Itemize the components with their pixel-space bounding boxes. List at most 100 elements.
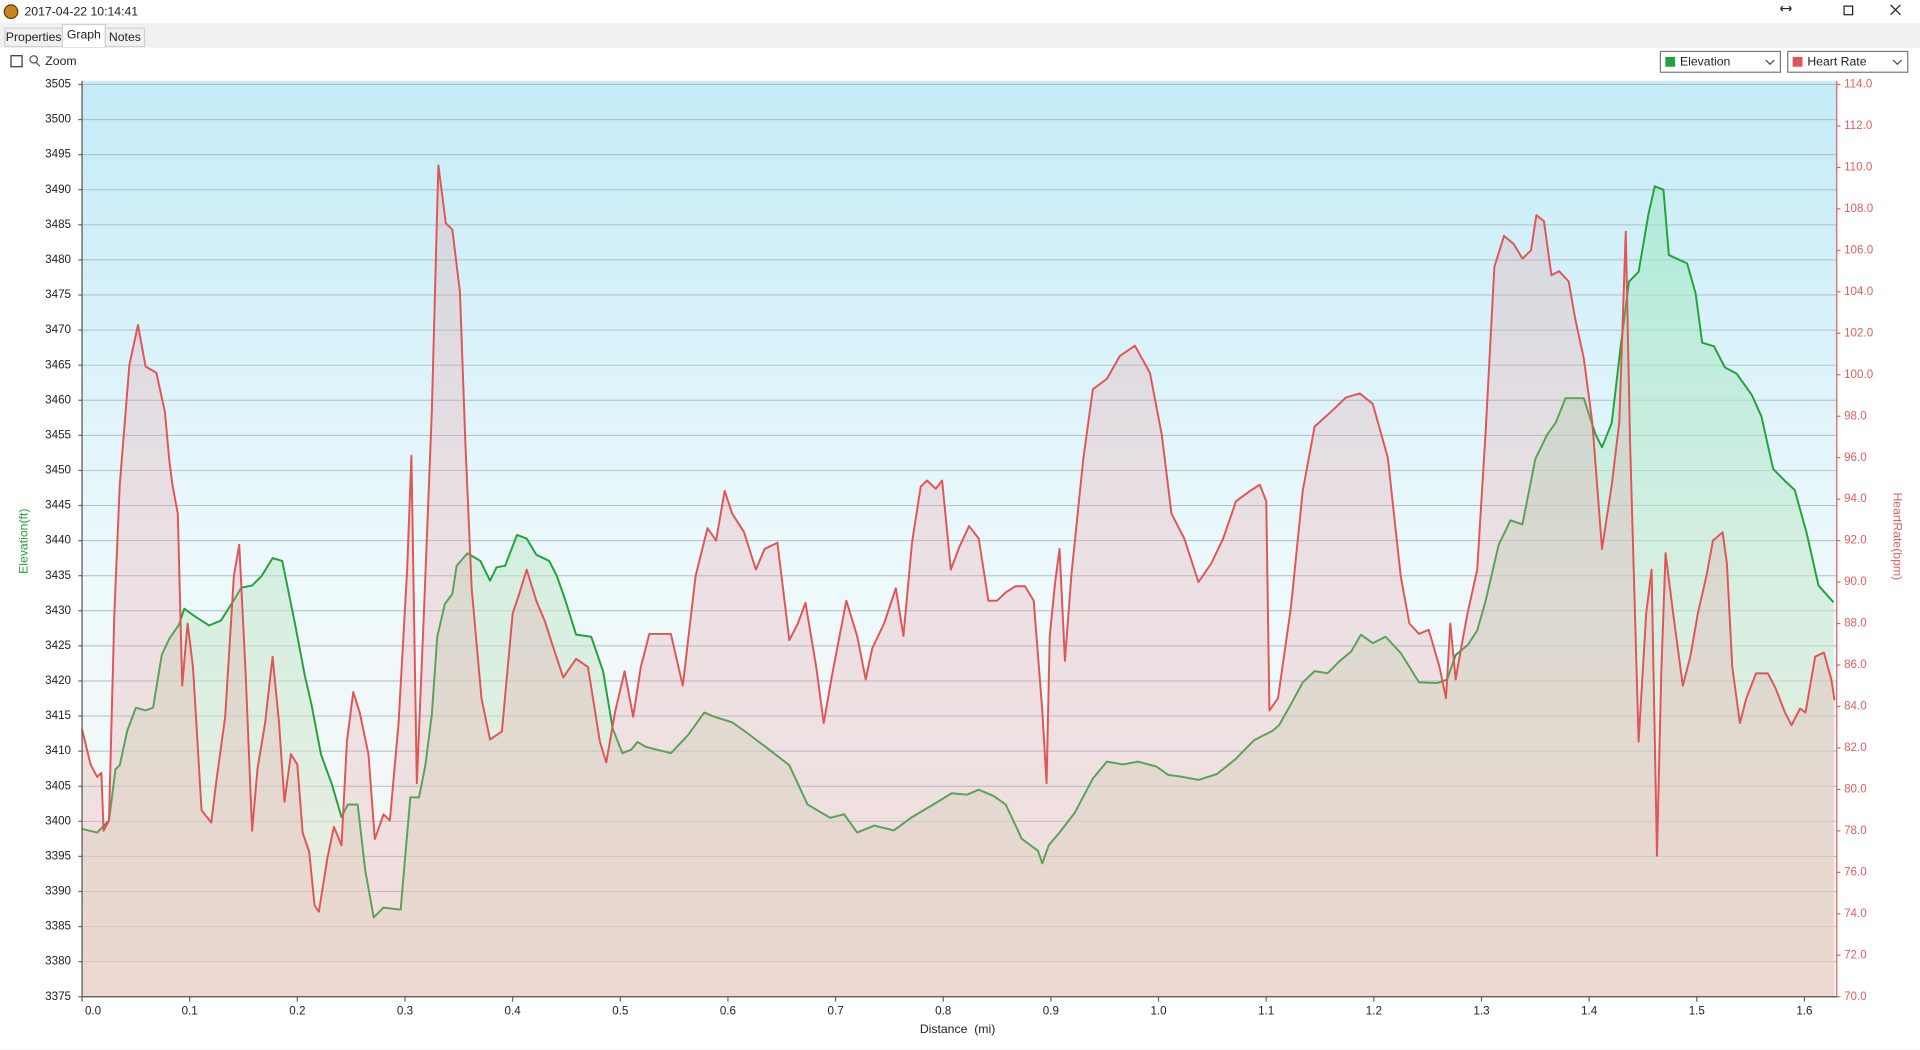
zoom-label[interactable]: Zoom	[45, 54, 76, 68]
y2-tick-label: 84.0	[1844, 700, 1867, 713]
zoom-icon-handle	[35, 62, 41, 67]
y2-tick-label: 92.0	[1844, 534, 1867, 547]
x-tick-label: 0.5	[612, 1005, 628, 1018]
series-line	[81, 164, 1836, 913]
app-icon	[3, 4, 19, 19]
legend: Elevation Heart Rate	[1659, 50, 1909, 73]
y-tick-label: 3420	[45, 674, 71, 687]
y2-tick-label: 70.0	[1844, 990, 1867, 1003]
y-axis-title: Elevation(ft)	[17, 509, 31, 574]
legend-dropdown[interactable]	[1787, 50, 1909, 73]
y-tick-label: 3415	[45, 709, 71, 722]
y2-tick-label: 100.0	[1844, 368, 1874, 381]
y2-tick-label: 86.0	[1844, 658, 1867, 671]
resize-button[interactable]	[1779, 5, 1792, 12]
zoom-icon	[29, 55, 38, 64]
y-tick-label: 3390	[45, 885, 71, 898]
legend-label[interactable]: Heart Rate	[1807, 55, 1866, 69]
y2-tick-label: 114.0	[1844, 78, 1873, 91]
y2-tick-label: 106.0	[1844, 243, 1874, 256]
y-tick-label: 3395	[45, 849, 71, 862]
legend-swatch	[1665, 56, 1676, 67]
x-tick-label: 1.0	[1150, 1005, 1167, 1018]
y2-tick-label: 94.0	[1844, 492, 1867, 505]
y-tick-label: 3490	[45, 183, 71, 196]
y2-tick-label: 76.0	[1844, 865, 1867, 878]
window-controls[interactable]	[1779, 4, 1901, 16]
dropdown-arrow	[1765, 59, 1775, 66]
y-tick-label: 3485	[45, 218, 71, 231]
x-tick-label: 1.1	[1258, 1005, 1274, 1018]
x-tick-label: 1.2	[1366, 1005, 1382, 1018]
series-layer	[81, 164, 1836, 997]
axes: 3375 3380 3385 3390 3395 3400 3405 3410 3415 3420…	[45, 78, 1874, 1018]
y-tick-label: 3475	[45, 288, 71, 301]
y-tick-label: 3400	[45, 814, 71, 827]
title-bar	[0, 0, 1920, 24]
y-tick-label: 3440	[45, 534, 71, 547]
x-tick-label: 1.5	[1689, 1005, 1705, 1018]
y2-tick-label: 72.0	[1844, 948, 1867, 961]
legend-label[interactable]: Elevation	[1680, 55, 1731, 69]
y2-tick-label: 98.0	[1844, 409, 1867, 422]
y2-axis-title: HeartRate(bpm)	[1891, 492, 1905, 580]
y-tick-label: 3380	[45, 955, 71, 968]
y2-tick-label: 82.0	[1844, 741, 1867, 754]
y-tick-label: 3385	[45, 920, 71, 933]
y-tick-label: 3480	[45, 253, 71, 266]
tab-strip	[0, 23, 1920, 48]
y-tick-label: 3460	[45, 393, 71, 406]
x-tick-label: 0.6	[720, 1005, 736, 1018]
x-tick-label: 0.9	[1043, 1005, 1059, 1018]
y2-tick-label: 112.0	[1844, 119, 1873, 132]
y-tick-label: 3445	[45, 499, 71, 512]
y2-tick-label: 78.0	[1844, 824, 1867, 837]
x-tick-label: 0.3	[397, 1005, 413, 1018]
y2-tick-label: 88.0	[1844, 617, 1867, 630]
y2-tick-label: 104.0	[1844, 285, 1874, 298]
x-tick-label: 0.7	[828, 1005, 844, 1018]
y-tick-label: 3465	[45, 358, 71, 371]
x-tick-label: 0.2	[289, 1005, 305, 1018]
restore-button[interactable]	[1843, 5, 1854, 16]
series-area	[82, 165, 1835, 997]
window-title: 2017-04-22 10:14:41	[24, 4, 138, 18]
tab-label[interactable]: Properties	[6, 30, 62, 44]
legend-swatch	[1792, 56, 1803, 67]
legend-dropdown[interactable]	[1659, 50, 1782, 73]
y-tick-label: 3425	[45, 639, 71, 652]
zoom-checkbox[interactable]	[10, 55, 23, 68]
x-tick-label: 0.4	[505, 1005, 522, 1018]
dropdown-arrow	[1892, 59, 1903, 66]
x-tick-label: 1.6	[1796, 1005, 1812, 1018]
x-axis-title: Distance (mi)	[920, 1022, 995, 1036]
y2-tick-label: 110.0	[1844, 160, 1873, 173]
tab[interactable]	[104, 27, 146, 48]
y-tick-label: 3435	[45, 569, 71, 582]
series-area	[82, 186, 1834, 997]
y2-tick-label: 74.0	[1844, 907, 1867, 920]
y-tick-label: 3405	[45, 779, 71, 792]
y2-tick-label: 80.0	[1844, 782, 1867, 795]
series-line	[81, 185, 1835, 919]
x-tick-label: 1.3	[1473, 1005, 1489, 1018]
x-tick-label: 0.1	[182, 1005, 198, 1018]
x-tick-label: 0.8	[935, 1005, 951, 1018]
y-tick-label: 3450	[45, 464, 71, 477]
y-tick-label: 3500	[45, 113, 71, 126]
y-tick-label: 3430	[45, 604, 71, 617]
x-tick-label: 1.4	[1581, 1005, 1598, 1018]
y-tick-label: 3470	[45, 323, 71, 336]
y-tick-label: 3495	[45, 148, 71, 161]
y-tick-label: 3455	[45, 428, 71, 441]
y2-tick-label: 108.0	[1844, 202, 1874, 215]
tab-label[interactable]: Notes	[109, 30, 141, 44]
tab-label[interactable]: Graph	[67, 28, 101, 42]
close-button[interactable]	[1890, 4, 1901, 16]
y2-tick-label: 96.0	[1844, 451, 1867, 464]
y-tick-label: 3410	[45, 744, 71, 757]
x-tick-label: 0.0	[85, 1005, 102, 1018]
y-tick-label: 3375	[45, 990, 71, 1003]
